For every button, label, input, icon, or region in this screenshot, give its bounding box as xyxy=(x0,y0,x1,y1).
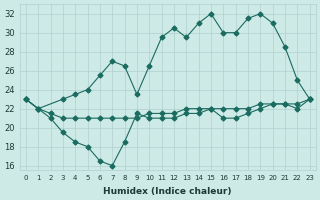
X-axis label: Humidex (Indice chaleur): Humidex (Indice chaleur) xyxy=(103,187,232,196)
